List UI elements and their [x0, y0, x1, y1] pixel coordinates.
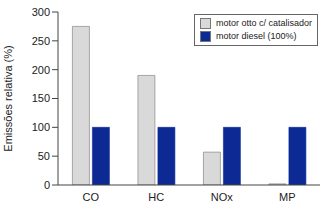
html-text:motor diesel (100%): motor diesel (100%) — [216, 31, 297, 41]
svg-text:MP: MP — [279, 191, 296, 203]
svg-text:Emissões relativa (%): Emissões relativa (%) — [8, 45, 14, 151]
svg-text:0: 0 — [44, 179, 50, 191]
svg-text:200: 200 — [32, 64, 50, 76]
svg-text:150: 150 — [32, 92, 50, 104]
svg-text:250: 250 — [32, 35, 50, 47]
html-text:motor otto c/ catalisador: motor otto c/ catalisador — [216, 18, 312, 28]
svg-text:300: 300 — [32, 6, 50, 18]
svg-text:50: 50 — [38, 150, 50, 162]
svg-text:HC: HC — [148, 191, 164, 203]
svg-text:NOx: NOx — [211, 191, 234, 203]
svg-text:100: 100 — [32, 121, 50, 133]
svg-text:CO: CO — [83, 191, 100, 203]
